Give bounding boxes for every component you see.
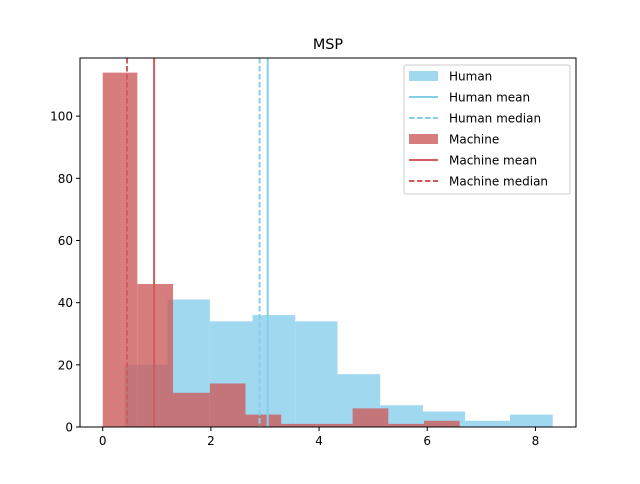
human-bar [380, 405, 423, 427]
machine-bar [352, 408, 389, 427]
legend-label-human: Human [449, 70, 492, 84]
human-bar [295, 321, 338, 427]
machine-bar [102, 72, 138, 428]
machine-bar [424, 420, 460, 427]
machine-bar [245, 414, 282, 427]
legend-swatch-machine [409, 134, 438, 144]
machine-bar [209, 383, 246, 427]
y-tick-label: 80 [58, 172, 73, 186]
x-tick-label: 6 [423, 434, 431, 448]
y-tick-label: 0 [65, 421, 73, 435]
machine-bar [281, 423, 317, 427]
legend-label-machine-mean: Machine mean [449, 154, 537, 168]
y-tick-label: 60 [58, 234, 73, 248]
plot-frame [79, 57, 577, 428]
legend-label-human-mean: Human mean [449, 91, 530, 105]
legend: Human Human mean Human median Machine Machin… [403, 64, 571, 195]
x-tick-label: 0 [99, 434, 107, 448]
y-tick-label: 20 [58, 358, 73, 372]
legend-label-machine: Machine [449, 133, 499, 147]
machine-bar [137, 284, 174, 427]
machine-bars [102, 72, 460, 428]
x-axis: 0 2 4 6 8 [99, 427, 539, 448]
machine-bar [388, 423, 425, 427]
human-bar [510, 414, 553, 427]
legend-box [403, 64, 571, 195]
legend-swatch-human [409, 71, 438, 81]
chart-title: MSP [313, 37, 344, 53]
y-tick-label: 40 [58, 296, 73, 310]
reference-lines [126, 58, 269, 427]
x-tick-label: 2 [207, 434, 215, 448]
machine-bar [316, 423, 353, 427]
legend-label-machine-median: Machine median [449, 175, 548, 189]
legend-label-human-median: Human median [449, 112, 541, 126]
y-axis: 0 20 40 60 80 100 [50, 110, 80, 435]
human-bar [465, 420, 511, 427]
x-tick-label: 4 [315, 434, 323, 448]
x-tick-label: 8 [532, 434, 540, 448]
machine-bar [173, 392, 210, 427]
y-tick-label: 100 [50, 110, 73, 124]
